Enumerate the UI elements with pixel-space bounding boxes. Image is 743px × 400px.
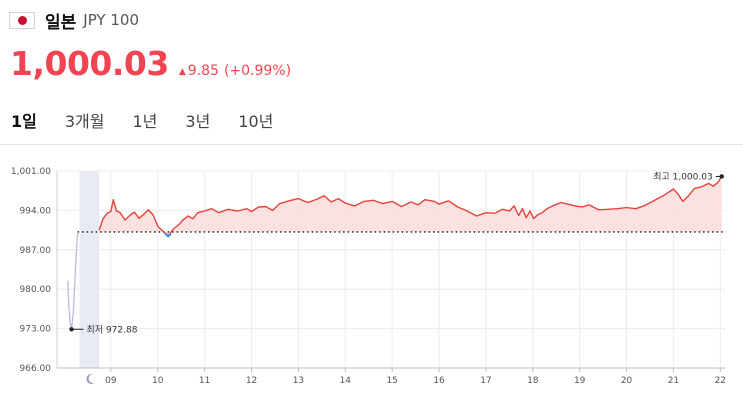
- japan-flag-icon: [9, 11, 35, 29]
- x-tick-label: 22: [715, 376, 726, 386]
- y-tick-label: 1,001.00: [11, 167, 51, 177]
- x-tick-label: 13: [293, 376, 304, 386]
- price-area-fill: [99, 176, 722, 237]
- x-tick-label: 14: [340, 376, 352, 386]
- tab-3m[interactable]: 3개월: [64, 112, 105, 131]
- x-tick-label: 19: [574, 376, 586, 386]
- price-chart[interactable]: 1,001.00 994.00 987.00 980.00 973.00 966.00 09…: [0, 150, 743, 400]
- country-name: 일본: [45, 12, 77, 33]
- y-tick-label: 966.00: [20, 364, 52, 374]
- x-tick-label: 21: [668, 376, 679, 386]
- y-tick-label: 973.00: [20, 325, 52, 335]
- up-triangle-icon: ▲: [178, 67, 186, 77]
- price-line-below-close: [164, 232, 172, 238]
- period-tabs: 1일 3개월 1년 3년 10년: [11, 108, 301, 132]
- y-tick-label: 980.00: [20, 285, 52, 295]
- current-price: 1,000.03: [10, 44, 169, 83]
- x-tick-label: 10: [152, 376, 164, 386]
- night-session-band: [79, 171, 100, 368]
- instrument-header: 일본 JPY 100: [9, 7, 139, 33]
- x-tick-label: 16: [433, 376, 445, 386]
- tab-10y[interactable]: 10년: [238, 112, 274, 131]
- y-tick-label: 987.00: [20, 246, 52, 256]
- x-tick-label: 15: [386, 376, 397, 386]
- x-tick-label: 09: [105, 376, 117, 386]
- moon-icon: [86, 373, 95, 384]
- low-label: 최저 972.88: [87, 324, 138, 335]
- high-label: 최고 1,000.03: [653, 171, 713, 182]
- tab-1d[interactable]: 1일: [11, 112, 37, 131]
- change-percent: (+0.99%): [223, 63, 292, 79]
- x-tick-label: 11: [199, 376, 210, 386]
- price-change: ▲ 9.85 (+0.99%): [179, 63, 291, 79]
- change-amount: 9.85: [187, 63, 219, 79]
- quote-row: 1,000.03 ▲ 9.85 (+0.99%): [10, 44, 291, 83]
- x-tick-label: 20: [621, 376, 633, 386]
- x-tick-label: 12: [246, 376, 257, 386]
- y-tick-label: 994.00: [20, 206, 52, 216]
- x-tick-label: 18: [527, 376, 539, 386]
- tab-1y[interactable]: 1년: [132, 112, 158, 131]
- divider: [0, 144, 743, 145]
- x-tick-label: 17: [480, 376, 491, 386]
- tab-3y[interactable]: 3년: [185, 112, 211, 131]
- currency-code: JPY 100: [83, 11, 139, 29]
- premarket-line: [67, 231, 79, 330]
